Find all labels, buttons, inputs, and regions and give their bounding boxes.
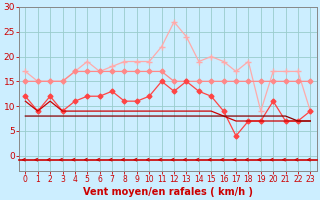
X-axis label: Vent moyen/en rafales ( km/h ): Vent moyen/en rafales ( km/h ) — [83, 187, 253, 197]
